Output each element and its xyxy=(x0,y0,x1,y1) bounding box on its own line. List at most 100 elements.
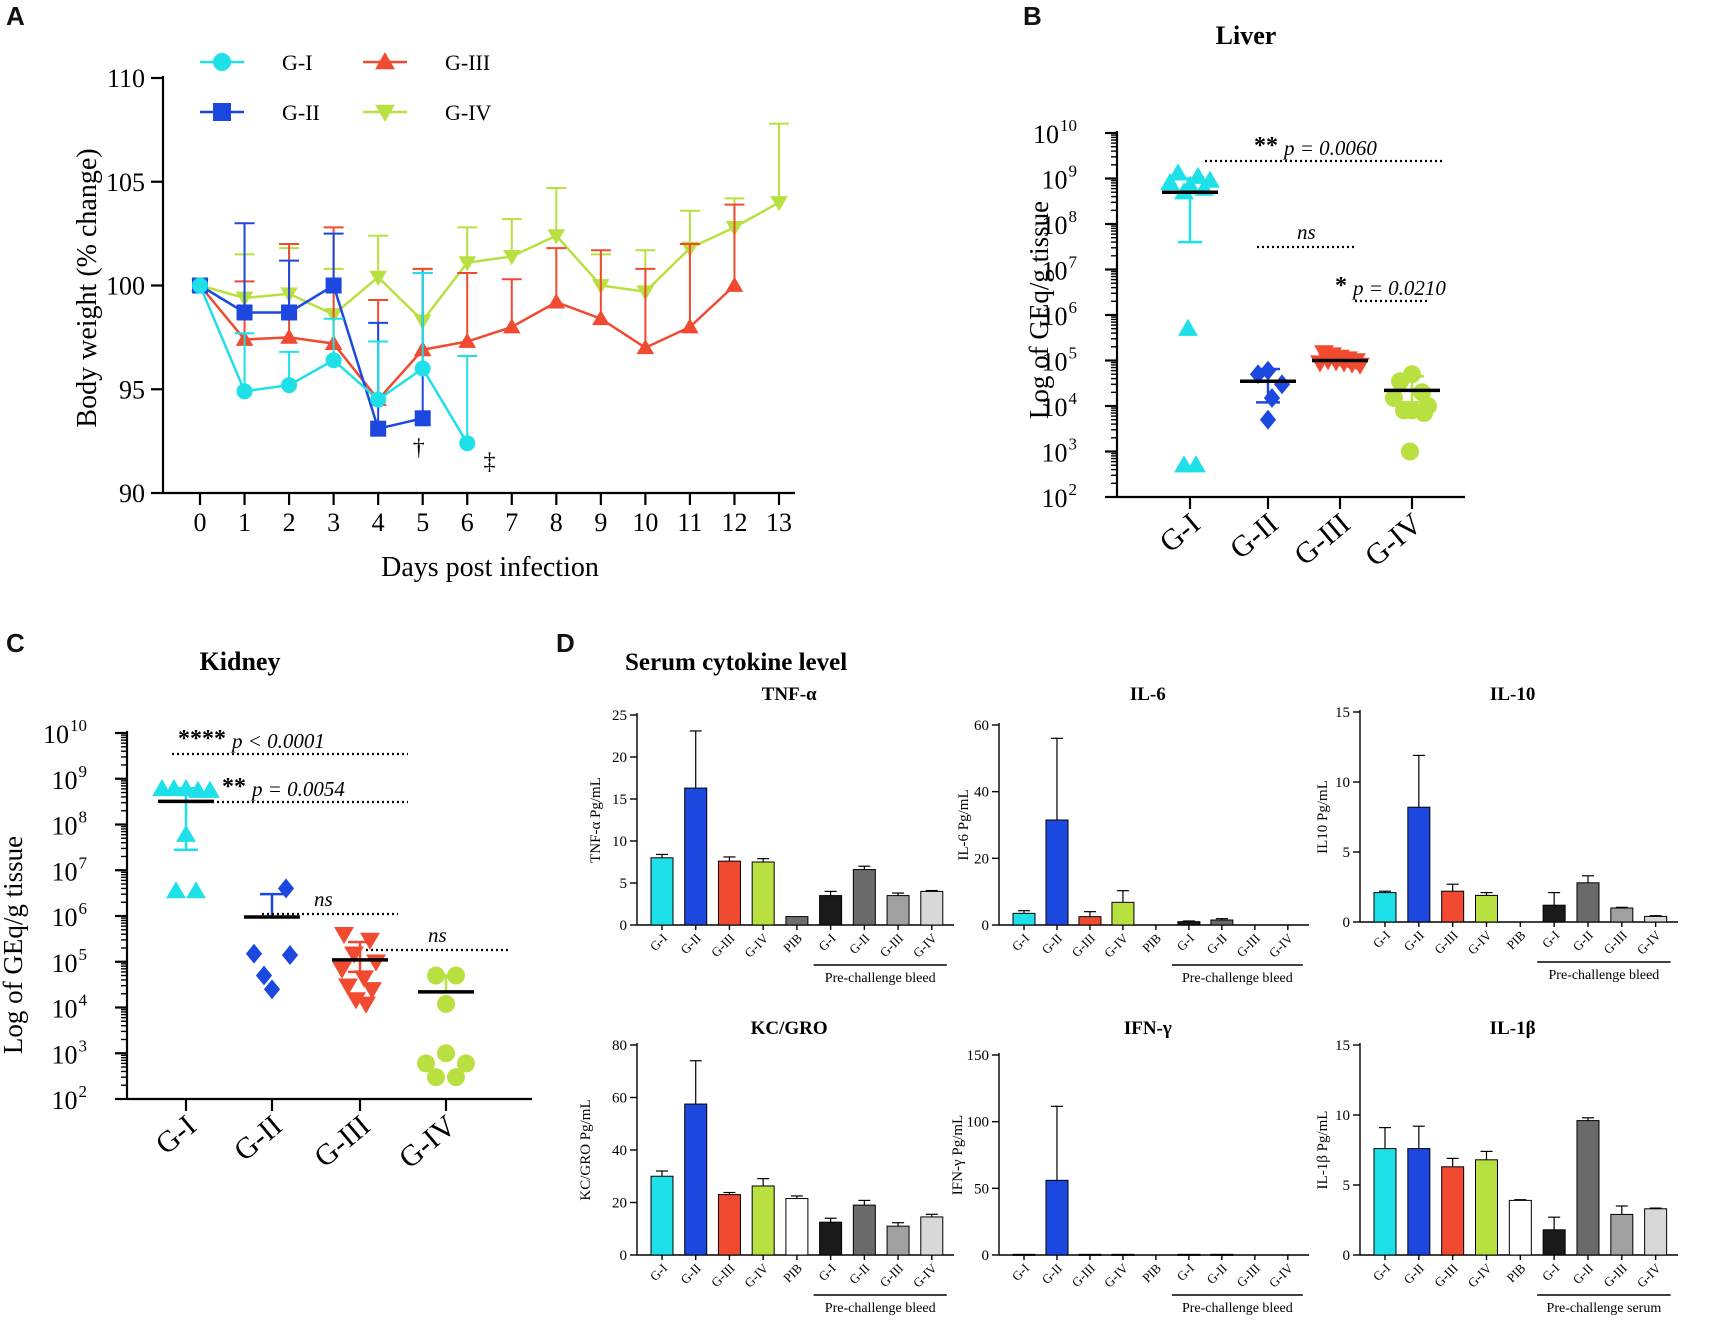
panel-d-x-tick-label: G-III xyxy=(877,1261,906,1290)
panel-d-x-tick-label: G-I xyxy=(1174,931,1197,954)
panel-a-data-point xyxy=(459,435,476,452)
panel-d-subchart-ylabel: IL10 Pg/mL xyxy=(1315,780,1331,854)
panel-d-x-tick-label: G-IV xyxy=(910,930,940,960)
panel-d-y-tick-label: 60 xyxy=(974,718,989,734)
panel-d-x-tick-label: G-II xyxy=(846,1261,872,1287)
panel-c-data-point xyxy=(332,961,352,979)
panel-c-y-tick-label: 103 xyxy=(52,1036,88,1069)
panel-d-x-tick-label: G-IV xyxy=(1465,927,1495,957)
panel-b-significance-label: ** p = 0.0060 xyxy=(1254,133,1377,160)
panel-a-x-tick-label: 10 xyxy=(632,508,658,537)
panel-d-x-tick-label: G-III xyxy=(1600,928,1629,957)
panel-d-x-tick-label: G-IV xyxy=(910,1260,940,1290)
panel-d-subchart-title: IL-10 xyxy=(1490,684,1535,705)
panel-a-data-point xyxy=(636,338,655,355)
panel-d-x-tick-label: G-II xyxy=(1204,1261,1230,1287)
panel-d-bar xyxy=(886,1225,910,1256)
panel-d-subchart-title: IL-6 xyxy=(1130,684,1166,705)
panel-c-y-tick-exponent: 4 xyxy=(79,991,88,1010)
panel-d-bar xyxy=(717,860,741,926)
panel-b-y-tick-exponent: 6 xyxy=(1069,298,1078,317)
panel-d-x-tick-label: G-II xyxy=(1039,1261,1065,1287)
panel-d-x-tick-label: G-II xyxy=(677,1261,703,1287)
panel-d-bar xyxy=(1576,1120,1600,1256)
panel-d-x-tick-label: G-IV xyxy=(1101,1260,1131,1290)
panel-a-annotation: † xyxy=(413,435,425,461)
panel-a-data-point xyxy=(547,293,566,309)
panel-a-data-point xyxy=(192,277,208,294)
panel-c-significance-text: p = 0.0054 xyxy=(250,777,345,801)
panel-a-x-tick-label: 13 xyxy=(766,508,792,537)
panel-d-x-tick-label: G-I xyxy=(1370,1261,1393,1284)
panel-c-data-point xyxy=(437,994,455,1013)
panel-a-data-point xyxy=(770,196,788,212)
panel-b-data-point xyxy=(1263,388,1281,408)
panel-c-significance-stars: ** xyxy=(222,774,252,800)
panel-b-x-tick-label: G-III xyxy=(1288,507,1356,572)
panel-b-x-tick-label: G-II xyxy=(1224,507,1285,565)
panel-a-x-tick-label: 5 xyxy=(416,508,429,537)
panel-a-data-point xyxy=(370,391,387,408)
panel-d-x-tick-label: G-III xyxy=(1233,1261,1262,1290)
panel-a-data-point xyxy=(547,229,566,245)
panel-c-y-tick-exponent: 6 xyxy=(79,899,88,918)
panel-d-y-tick-label: 150 xyxy=(967,1048,990,1064)
panel-d-y-tick-label: 0 xyxy=(1343,915,1351,931)
panel-b-y-tick-label: 108 xyxy=(1042,207,1078,240)
panel-d-x-tick-label: G-III xyxy=(1431,1261,1460,1290)
panel-a-data-point xyxy=(281,304,298,321)
panel-c-y-tick-label: 105 xyxy=(52,945,88,978)
panel-a-x-tick-label: 7 xyxy=(505,508,518,537)
panel-d-y-tick-label: 0 xyxy=(1343,1248,1351,1264)
panel-c-data-point xyxy=(281,945,299,965)
panel-d-bar xyxy=(1045,819,1069,926)
panel-d-x-tick-label: G-III xyxy=(708,1261,737,1290)
panel-a-legend-marker xyxy=(213,53,231,71)
panel-d-bar xyxy=(1644,915,1668,923)
panel-c-x-tick-label: G-IV xyxy=(393,1109,463,1175)
panel-c-data-point xyxy=(255,965,273,986)
panel-d-bar xyxy=(1542,904,1566,923)
panel-b-y-tick-exponent: 4 xyxy=(1069,389,1078,408)
panel-d-bar xyxy=(785,916,809,926)
panel-c-title: Kidney xyxy=(200,647,281,676)
panel-d-bar xyxy=(785,1198,809,1256)
panel-b-significance-label: ns xyxy=(1297,220,1316,244)
panel-a-legend-marker xyxy=(375,104,395,122)
panel-d-x-tick-label: PIB xyxy=(1504,927,1529,952)
panel-d-bar-charts: Serum cytokine level TNF-α TNF-α Pg/mL 0 5 1… xyxy=(578,649,1678,1316)
panel-a-data-point xyxy=(502,318,521,334)
panel-a-x-tick-label: 9 xyxy=(594,508,607,537)
panel-a-x-tick-label: 3 xyxy=(327,508,340,537)
panel-d-y-tick-label: 0 xyxy=(620,1248,628,1264)
panel-a-y-tick-label: 90 xyxy=(119,479,145,508)
panel-b-y-tick-exponent: 9 xyxy=(1069,162,1078,181)
panel-d-x-tick-label: G-II xyxy=(846,931,872,957)
panel-b-y-tick-label: 103 xyxy=(1042,435,1078,468)
panel-b-y-tick-label: 107 xyxy=(1042,253,1078,286)
panel-b-data-point xyxy=(1160,173,1180,191)
panel-a-series-g-iv xyxy=(191,122,789,330)
panel-d-x-tick-label: G-I xyxy=(647,931,670,954)
panel-d-x-tick-label: G-II xyxy=(677,931,703,957)
panel-b-data-point xyxy=(1385,388,1403,407)
panel-d-bar xyxy=(1210,919,1234,926)
panel-c-data-point xyxy=(346,992,366,1010)
panel-d-bar xyxy=(1407,806,1431,923)
panel-a-legend-marker xyxy=(375,52,395,70)
panel-c-y-tick-label: 1010 xyxy=(43,716,87,749)
panel-d-bar xyxy=(1610,907,1634,923)
panel-d-bar xyxy=(1474,894,1498,923)
panel-d-x-tick-label: G-II xyxy=(1039,931,1065,957)
panel-b-data-point xyxy=(1259,409,1277,430)
panel-c-x-tick-label: G-III xyxy=(308,1109,376,1174)
panel-d-y-tick-label: 40 xyxy=(974,785,989,801)
panel-c-data-point xyxy=(354,970,374,988)
panel-b-y-tick-exponent: 7 xyxy=(1069,253,1078,272)
panel-d-bar xyxy=(1078,916,1102,926)
